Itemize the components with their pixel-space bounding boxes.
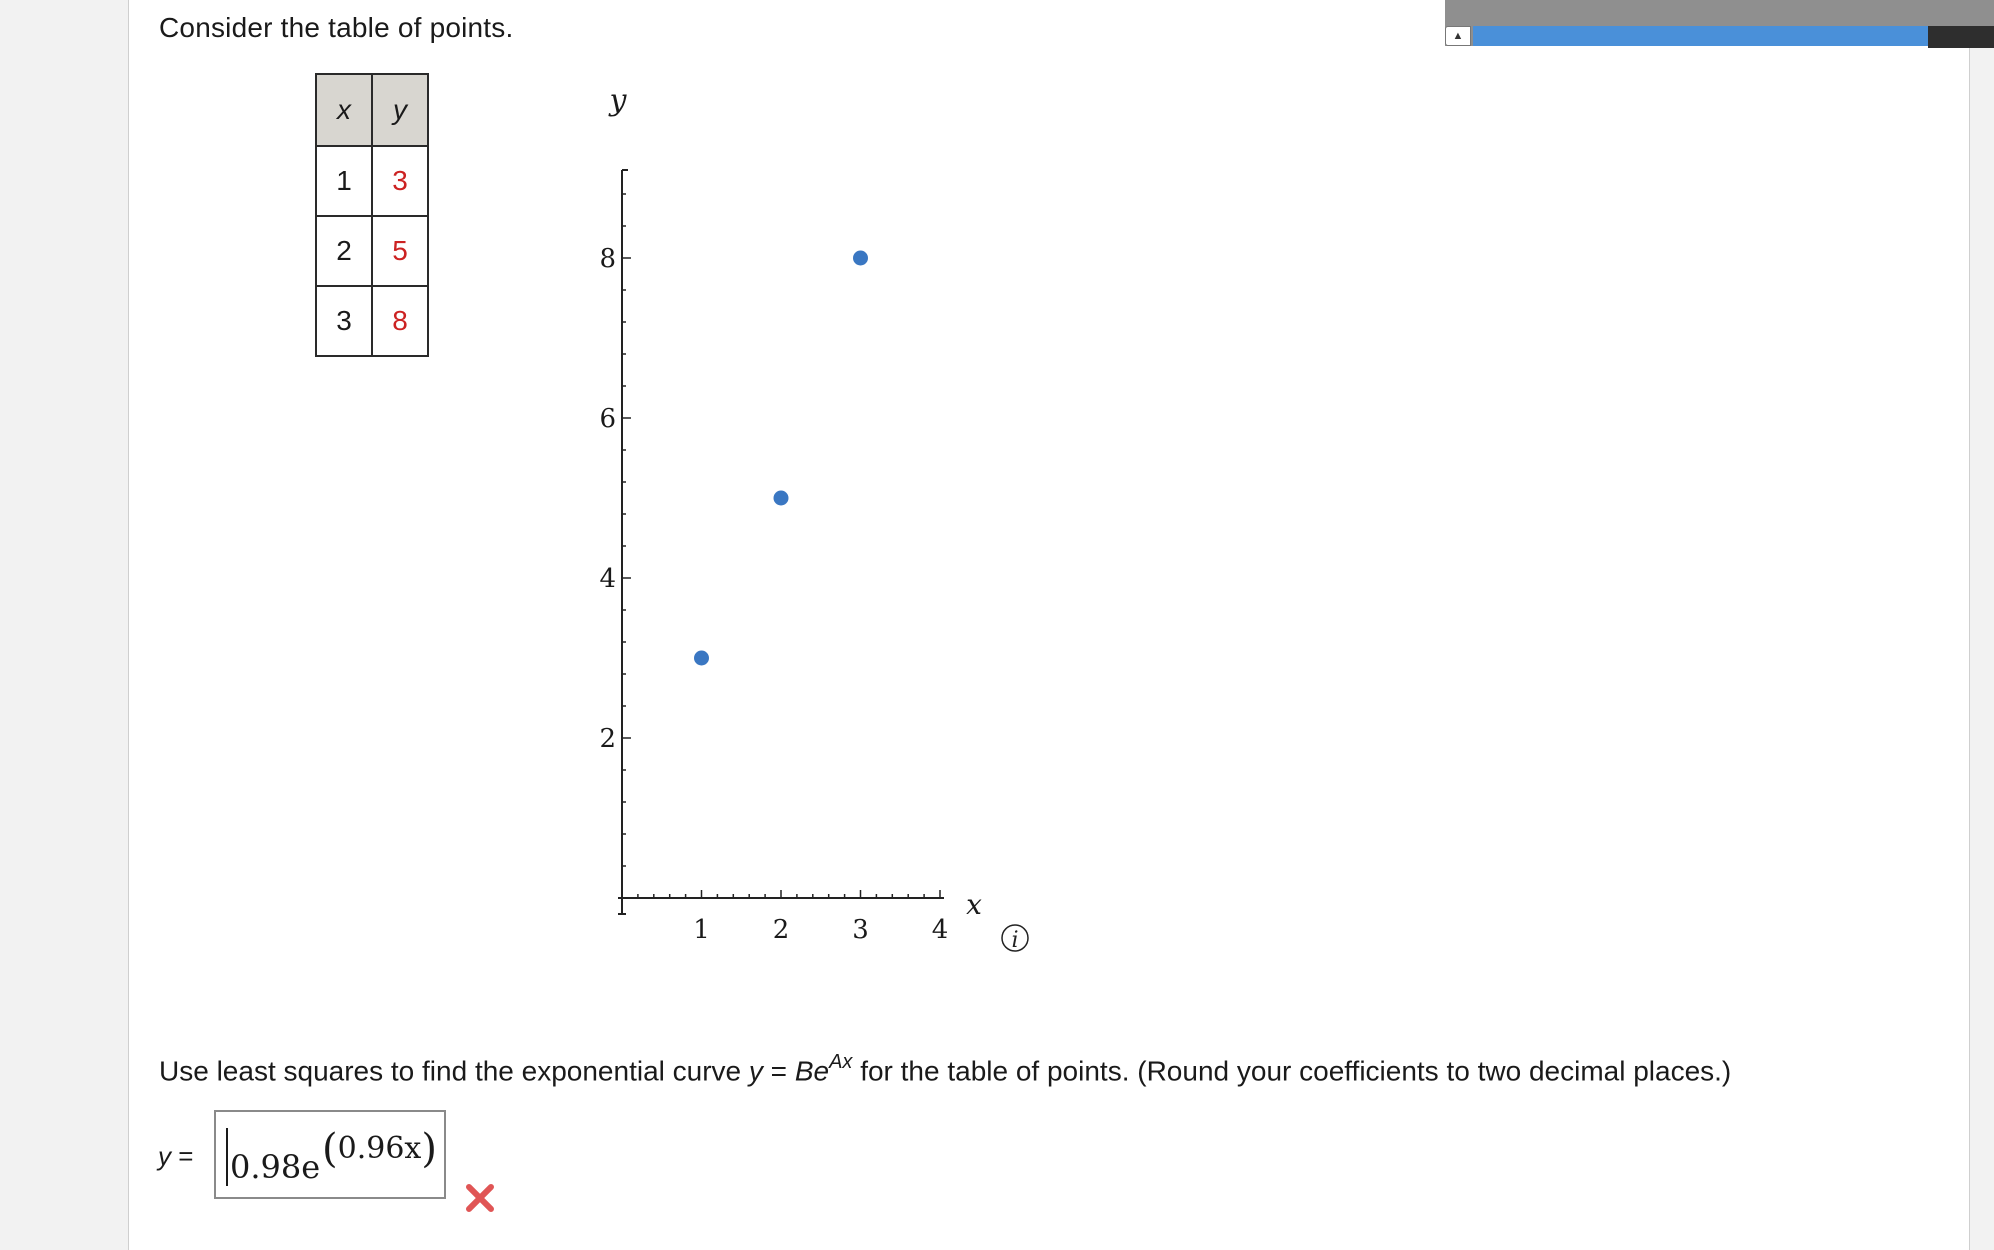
x-tick-label: 1 bbox=[693, 915, 710, 945]
prompt-text: Consider the table of points. bbox=[159, 12, 514, 43]
x-tick-label: 2 bbox=[773, 915, 790, 945]
question-y: y bbox=[748, 1055, 763, 1087]
y-tick-label: 8 bbox=[599, 244, 616, 274]
table-cell-x: 1 bbox=[315, 145, 373, 217]
table-cell-x: 3 bbox=[315, 285, 373, 357]
data-point bbox=[773, 490, 789, 506]
table-header-y: y bbox=[371, 73, 429, 147]
answer-exponent-group: (0.96x) bbox=[322, 1126, 437, 1172]
table-row: 3 8 bbox=[315, 285, 429, 357]
table-cell-y: 3 bbox=[371, 145, 429, 217]
answer-coefficient: 0.98e bbox=[230, 1148, 321, 1186]
table-header-x: x bbox=[315, 73, 373, 147]
x-tick-label: 3 bbox=[852, 915, 869, 945]
info-icon-glyph: i bbox=[1011, 928, 1018, 953]
table-header-row: x y bbox=[315, 73, 429, 147]
progress-fill bbox=[1473, 26, 1928, 46]
scroll-up-icon[interactable]: ▲ bbox=[1445, 26, 1471, 46]
question-exponent: Ax bbox=[829, 1051, 853, 1073]
data-point bbox=[853, 250, 868, 266]
progress-end bbox=[1928, 26, 1994, 48]
x-tick-label: 4 bbox=[932, 915, 949, 945]
answer-label: y = bbox=[158, 1141, 193, 1172]
points-table: x y 1 3 2 5 3 8 bbox=[315, 73, 429, 357]
y-tick-label: 2 bbox=[599, 724, 616, 754]
text-cursor bbox=[226, 1128, 228, 1186]
answer-label-eq: = bbox=[171, 1141, 194, 1171]
y-tick-label: 6 bbox=[599, 404, 616, 434]
question-panel bbox=[128, 0, 1970, 1250]
answer-input[interactable]: 0.98e (0.96x) bbox=[214, 1110, 446, 1199]
table-row: 2 5 bbox=[315, 215, 429, 287]
data-point bbox=[694, 650, 709, 666]
y-axis-label: y bbox=[608, 83, 628, 118]
info-icon[interactable] bbox=[1001, 924, 1029, 952]
table-row: 1 3 bbox=[315, 145, 429, 217]
table-cell-y: 8 bbox=[371, 285, 429, 357]
question-after: for the table of points. (Round your coe… bbox=[852, 1055, 1732, 1087]
question-before: Use least squares to find the exponentia… bbox=[159, 1055, 749, 1087]
question-equals: = bbox=[762, 1055, 795, 1087]
incorrect-icon bbox=[466, 1184, 494, 1212]
answer-exponent: 0.96x bbox=[337, 1131, 422, 1166]
table-cell-x: 2 bbox=[315, 215, 373, 287]
y-tick-label: 4 bbox=[599, 564, 616, 594]
x-axis-label: x bbox=[966, 888, 982, 921]
scatter-plot: 1 2 3 4 2 4 6 8 x y i bbox=[599, 83, 1029, 953]
question-text: Use least squares to find the exponentia… bbox=[159, 1051, 1732, 1087]
answer-label-var: y bbox=[158, 1141, 171, 1171]
progress-bar[interactable]: ▲ bbox=[1445, 0, 1994, 48]
table-cell-y: 5 bbox=[371, 215, 429, 287]
question-base: Be bbox=[794, 1055, 830, 1087]
